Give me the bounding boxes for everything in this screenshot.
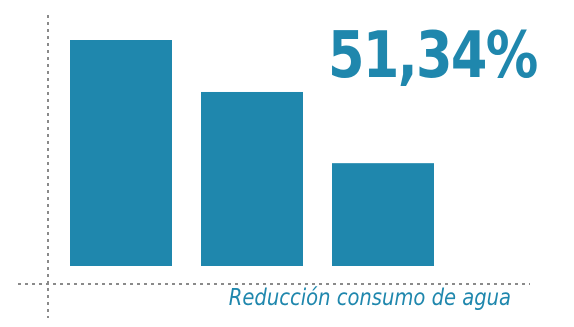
bar-2 xyxy=(201,91,303,266)
chart-caption: Reducción consumo de agua xyxy=(228,285,511,311)
bars-group xyxy=(70,40,434,266)
bar-3 xyxy=(332,163,434,266)
headline-percentage: 51,34% xyxy=(328,19,538,93)
bar-1 xyxy=(70,40,172,266)
